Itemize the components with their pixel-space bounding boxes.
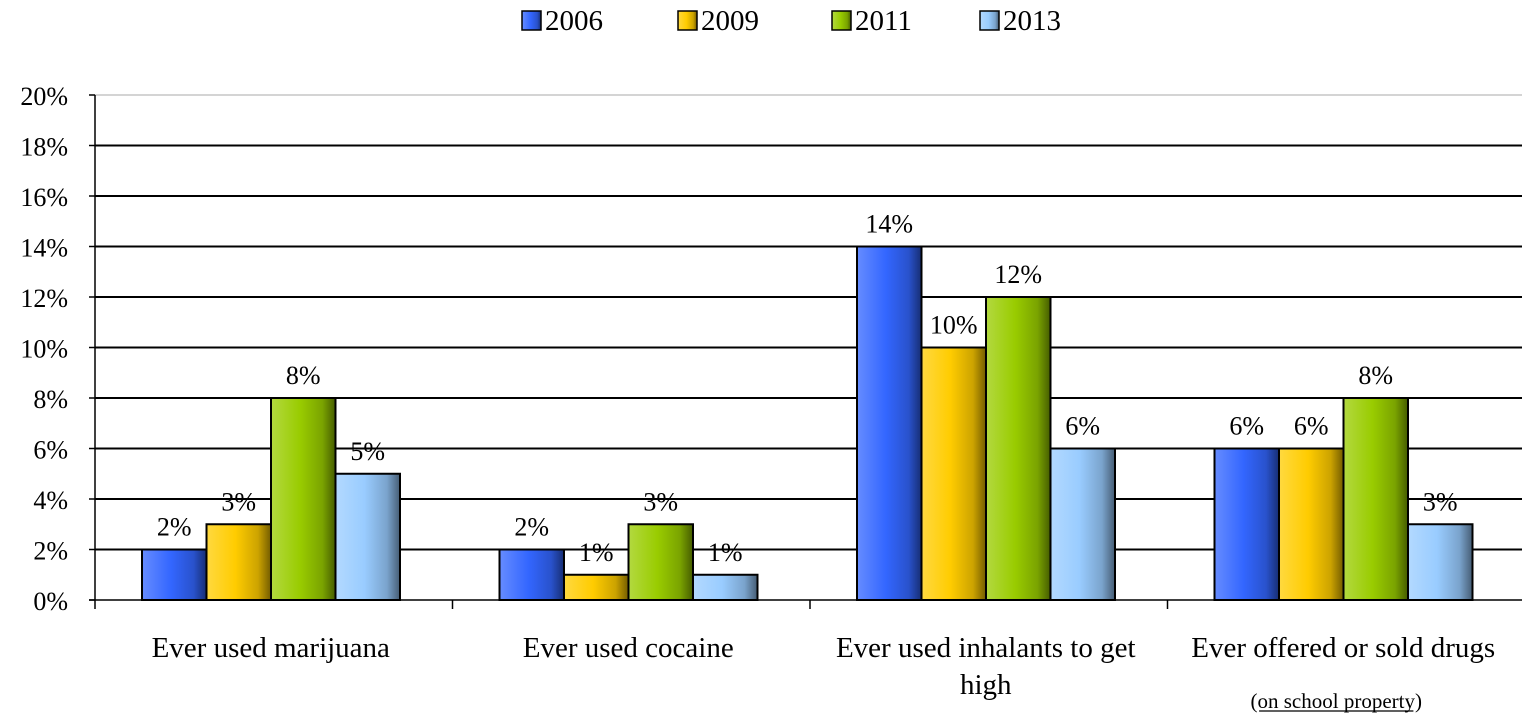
y-tick-label: 8% (33, 385, 68, 414)
bar-2011 (985, 296, 1052, 601)
data-label: 6% (1229, 412, 1264, 441)
legend-swatch-2013 (979, 10, 1000, 31)
y-tick-label: 4% (33, 486, 68, 515)
data-label: 6% (1294, 412, 1329, 441)
data-label: 5% (350, 437, 385, 466)
data-labels: 2% 2% 14% 6% 3% 1% 10% 6% 8% 3% 12% 8% 5% 1% 6% 3% (157, 210, 1458, 567)
legend-swatch-2009 (677, 10, 698, 31)
bar-2013 (692, 573, 759, 601)
data-label: 2% (514, 513, 549, 542)
legend-label-2011: 2011 (855, 5, 912, 37)
data-label: 1% (579, 538, 614, 567)
y-tick-label: 0% (33, 587, 68, 616)
bars (141, 245, 1474, 601)
data-label: 10% (930, 311, 978, 340)
bar-2013 (334, 472, 401, 601)
bar-2006 (141, 548, 208, 601)
y-tick-label: 18% (20, 133, 68, 162)
legend: 2006 2009 2011 2013 (521, 5, 1061, 37)
data-label: 3% (221, 487, 256, 516)
bar-2009 (563, 573, 630, 601)
bar-2006 (498, 548, 565, 601)
category-label: Ever used inhalants to get (836, 632, 1136, 664)
y-tick-label: 20% (20, 82, 68, 111)
bar-2013 (1049, 447, 1116, 601)
legend-swatch-2011 (831, 10, 852, 31)
data-label: 8% (1358, 361, 1393, 390)
bar-2009 (920, 346, 987, 601)
bar-2011 (627, 523, 694, 601)
bar-2013 (1407, 523, 1474, 601)
category-label: high (960, 669, 1012, 701)
bar-2011 (270, 397, 337, 601)
data-label: 6% (1065, 412, 1100, 441)
data-label: 8% (286, 361, 321, 390)
category-label: Ever used cocaine (523, 632, 734, 664)
bar-2009 (205, 523, 272, 601)
y-tick-label: 10% (20, 335, 68, 364)
y-tick-label: 16% (20, 183, 68, 212)
y-tick-label: 2% (33, 537, 68, 566)
axes: 0% 2% 4% 6% 8% 10% 12% 14% 16% 18% 20% Ever used ma… (20, 82, 1522, 713)
legend-label-2013: 2013 (1003, 5, 1061, 37)
legend-label-2006: 2006 (545, 5, 603, 37)
data-label: 12% (994, 260, 1042, 289)
data-label: 1% (708, 538, 743, 567)
data-label: 3% (643, 487, 678, 516)
legend-label-2009: 2009 (701, 5, 759, 37)
bar-2006 (856, 245, 923, 601)
y-tick-label: 12% (20, 284, 68, 313)
category-label: Ever offered or sold drugs (1191, 632, 1495, 664)
data-label: 2% (157, 513, 192, 542)
bar-2009 (1278, 447, 1345, 601)
data-label: 14% (865, 210, 913, 239)
y-tick-label: 14% (20, 234, 68, 263)
bar-2011 (1342, 397, 1409, 601)
y-tick-label: 6% (33, 436, 68, 465)
bar-2006 (1213, 447, 1280, 601)
category-label: Ever used marijuana (152, 632, 390, 664)
legend-swatch-2006 (521, 10, 542, 31)
category-note: (on school property) (1251, 689, 1422, 713)
data-label: 3% (1423, 487, 1458, 516)
